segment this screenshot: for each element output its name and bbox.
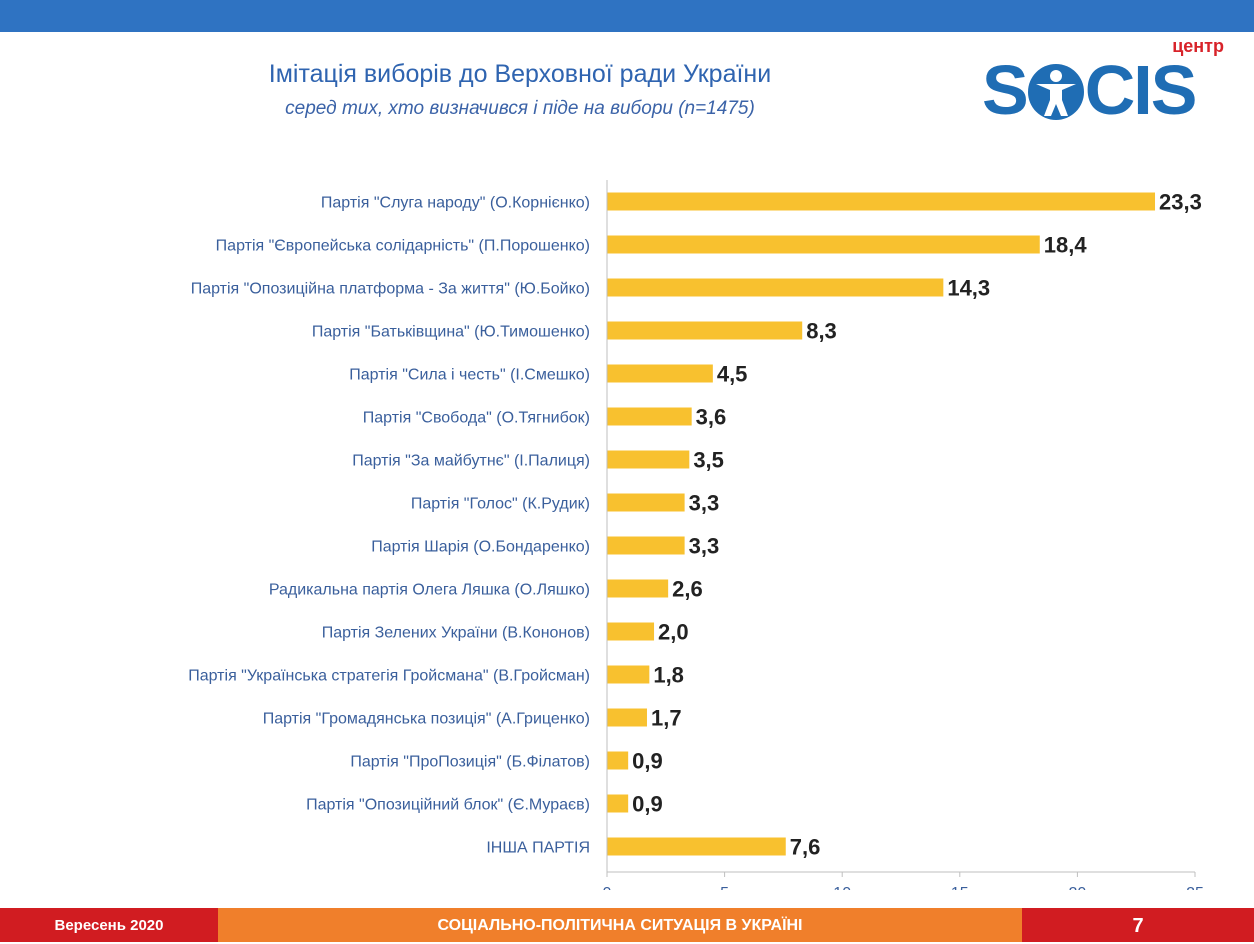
bar bbox=[607, 235, 1040, 254]
bar bbox=[607, 837, 786, 856]
category-label: Партія "Слуга народу" (О.Корнієнко) bbox=[321, 195, 590, 212]
page-number: 7 bbox=[1022, 908, 1254, 942]
value-label: 8,3 bbox=[806, 319, 837, 344]
logo-wordmark: S CIS bbox=[982, 51, 1198, 129]
category-label: Партія "Батьківщина" (Ю.Тимошенко) bbox=[312, 324, 590, 341]
category-label: ІНША ПАРТІЯ bbox=[486, 840, 590, 857]
bar bbox=[607, 536, 685, 555]
category-label: Партія "За майбутнє" (І.Палиця) bbox=[352, 453, 590, 470]
bar bbox=[607, 278, 944, 297]
top-banner bbox=[0, 0, 1254, 32]
category-label: Партія Зелених України (В.Кононов) bbox=[322, 625, 590, 642]
bar bbox=[607, 364, 713, 383]
value-label: 0,9 bbox=[632, 792, 663, 817]
x-tick-label: 15 bbox=[951, 885, 969, 890]
x-tick-label: 20 bbox=[1069, 885, 1087, 890]
value-label: 23,3 bbox=[1159, 190, 1202, 215]
bar bbox=[607, 794, 629, 813]
value-label: 2,6 bbox=[672, 577, 703, 602]
value-label: 1,7 bbox=[651, 706, 682, 731]
category-label: Партія "Голос" (К.Рудик) bbox=[411, 496, 590, 513]
value-label: 1,8 bbox=[653, 663, 684, 688]
value-label: 18,4 bbox=[1044, 233, 1088, 258]
bar bbox=[607, 192, 1156, 211]
category-label: Партія "Українська стратегія Гройсмана" … bbox=[188, 668, 590, 685]
bar-chart: Партія "Слуга народу" (О.Корнієнко) 23,3 П… bbox=[188, 180, 1204, 890]
footer-date: Вересень 2020 bbox=[0, 908, 218, 942]
category-label: Партія "Свобода" (О.Тягнибок) bbox=[363, 410, 590, 427]
bar bbox=[607, 407, 692, 426]
bar bbox=[607, 493, 685, 512]
value-label: 2,0 bbox=[658, 620, 689, 645]
x-axis: 0 5 10 15 20 25 bbox=[603, 180, 1204, 890]
x-tick-label: 5 bbox=[720, 885, 729, 890]
value-label: 14,3 bbox=[947, 276, 990, 301]
x-tick-label: 10 bbox=[833, 885, 851, 890]
bar bbox=[607, 751, 629, 770]
bar bbox=[607, 579, 669, 598]
value-label: 3,5 bbox=[693, 448, 724, 473]
person-circle-icon bbox=[1027, 64, 1084, 120]
logo-letter-s: S bbox=[982, 51, 1029, 129]
chart-subtitle: серед тих, хто визначився і піде на вибо… bbox=[285, 98, 755, 119]
category-label: Партія "Європейська солідарність" (П.Пор… bbox=[216, 238, 590, 255]
value-label: 3,3 bbox=[689, 491, 720, 516]
value-label: 3,3 bbox=[689, 534, 720, 559]
category-label: Партія "Опозиційна платформа - За життя"… bbox=[191, 281, 590, 298]
footer-topic: СОЦІАЛЬНО-ПОЛІТИЧНА СИТУАЦІЯ В УКРАЇНІ bbox=[218, 908, 1022, 942]
footer-bar: Вересень 2020 СОЦІАЛЬНО-ПОЛІТИЧНА СИТУАЦ… bbox=[0, 908, 1254, 942]
category-label: Радикальна партія Олега Ляшка (О.Ляшко) bbox=[269, 582, 590, 599]
value-label: 7,6 bbox=[790, 835, 821, 860]
chart-title: Імітація виборів до Верховної ради Украї… bbox=[268, 60, 772, 88]
logo-letters-cis: CIS bbox=[1084, 51, 1198, 129]
bar bbox=[607, 450, 690, 469]
bars-layer: Партія "Слуга народу" (О.Корнієнко) 23,3 П… bbox=[188, 190, 1202, 860]
value-label: 3,6 bbox=[696, 405, 727, 430]
category-label: Партія Шарія (О.Бондаренко) bbox=[371, 539, 590, 556]
bar bbox=[607, 665, 650, 684]
bar bbox=[607, 321, 803, 340]
socis-logo: центр S CIS bbox=[978, 34, 1240, 130]
x-tick-label: 0 bbox=[603, 885, 612, 890]
category-label: Партія "Громадянська позиція" (А.Гриценк… bbox=[263, 711, 590, 728]
logo-tag: центр bbox=[1172, 36, 1224, 56]
bar bbox=[607, 708, 647, 727]
category-label: Партія "Опозиційний блок" (Є.Мураєв) bbox=[306, 797, 590, 814]
category-label: Партія "Сила і честь" (І.Смешко) bbox=[349, 367, 590, 384]
category-label: Партія "ПроПозиція" (Б.Філатов) bbox=[350, 754, 590, 771]
bar bbox=[607, 622, 655, 641]
value-label: 4,5 bbox=[717, 362, 748, 387]
x-tick-label: 25 bbox=[1186, 885, 1204, 890]
value-label: 0,9 bbox=[632, 749, 663, 774]
